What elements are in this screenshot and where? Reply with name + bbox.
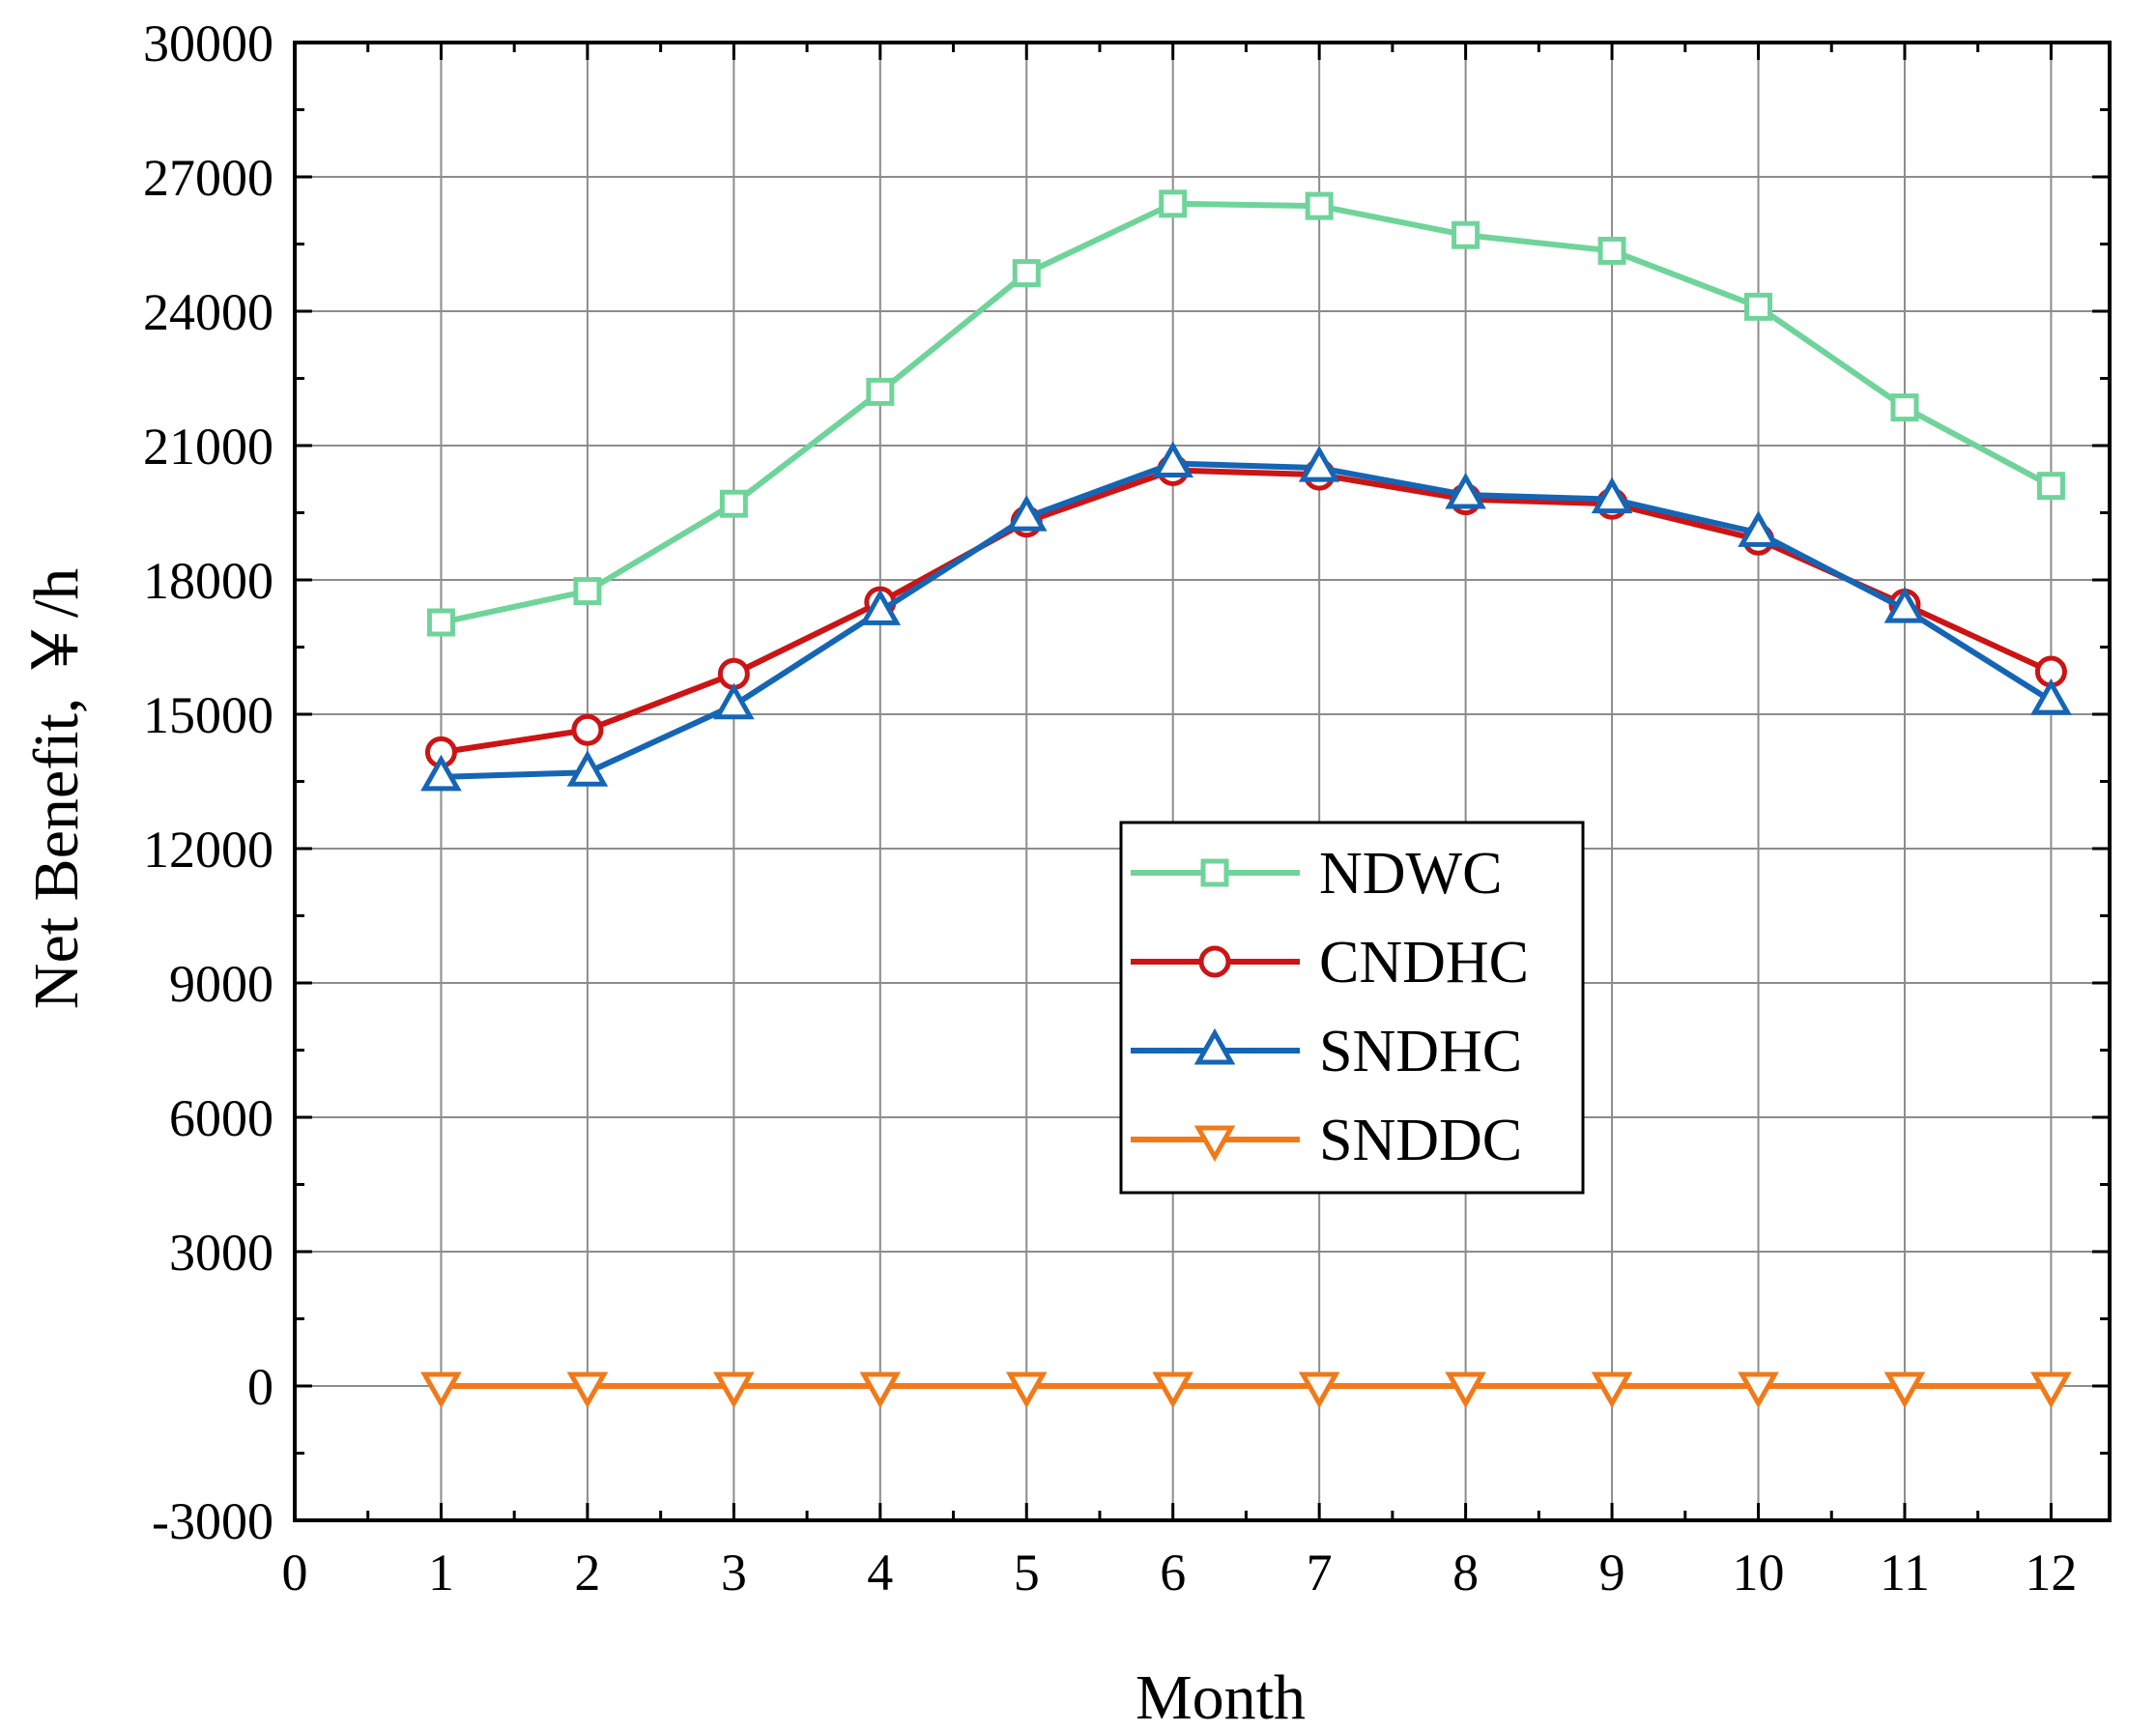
- data-point-ndwc: [719, 489, 748, 518]
- data-point-cndhc: [571, 713, 604, 746]
- y-tick-label: 21000: [143, 418, 273, 476]
- y-tick-label: 27000: [143, 149, 273, 207]
- data-point-snddc: [713, 1371, 755, 1409]
- legend-marker: [1193, 1125, 1236, 1163]
- x-tick-label: 6: [1160, 1544, 1186, 1602]
- legend-label: CNDHC: [1319, 930, 1529, 996]
- series-line-sndhc: [441, 460, 2054, 780]
- data-point-sndhc: [2030, 678, 2072, 715]
- data-point-sndhc: [420, 754, 462, 792]
- data-point-ndwc: [1744, 292, 1773, 321]
- data-point-ndwc: [426, 608, 455, 637]
- data-point-ndwc: [1890, 393, 1919, 422]
- series-line-ndwc: [440, 200, 2053, 625]
- data-point-sndhc: [1298, 446, 1340, 482]
- x-tick-label: 10: [1733, 1544, 1785, 1602]
- y-axis-title: Net Benefit, ￥/h: [21, 568, 92, 1009]
- data-point-ndwc: [1159, 189, 1188, 218]
- x-tick-label: 0: [282, 1544, 308, 1602]
- x-axis-title: Month: [1135, 1662, 1306, 1732]
- x-tick-label: 12: [2025, 1544, 2077, 1602]
- data-point-sndhc: [566, 750, 609, 787]
- axis-ticks: [293, 41, 2110, 1522]
- data-point-ndwc: [1012, 259, 1041, 288]
- y-tick-label: 24000: [143, 283, 273, 341]
- data-point-sndhc: [1591, 476, 1633, 514]
- y-tick-label: 0: [247, 1358, 273, 1416]
- data-point-sndhc: [1152, 441, 1193, 478]
- data-point-snddc: [420, 1371, 462, 1409]
- data-point-sndhc: [1445, 472, 1486, 509]
- legend-label: SNDHC: [1319, 1019, 1522, 1084]
- data-point-snddc: [1445, 1371, 1486, 1409]
- data-point-snddc: [2030, 1371, 2072, 1409]
- data-point-snddc: [1883, 1371, 1926, 1409]
- x-tick-label: 7: [1307, 1544, 1333, 1602]
- data-point-sndhc: [713, 682, 755, 720]
- data-point-snddc: [1152, 1371, 1193, 1409]
- legend-item-cndhc: CNDHC: [1131, 930, 1529, 996]
- data-point-sndhc: [1005, 495, 1048, 532]
- y-tick-label: 30000: [143, 14, 273, 72]
- data-point-snddc: [1005, 1371, 1048, 1409]
- series-layer: [420, 189, 2072, 1409]
- x-tick-label: 8: [1452, 1544, 1479, 1602]
- legend: NDWC CNDHC SNDHC SNDDC: [1119, 821, 1585, 1195]
- y-tick-label: 15000: [143, 686, 273, 744]
- data-point-ndwc: [866, 377, 895, 406]
- x-tick-label: 5: [1014, 1544, 1040, 1602]
- legend-marker: [1200, 858, 1229, 887]
- data-point-ndwc: [2036, 472, 2065, 501]
- series-sndhc: [420, 441, 2072, 792]
- series-snddc: [420, 1371, 2072, 1409]
- x-tick-label: 9: [1599, 1544, 1625, 1602]
- y-tick-label: -3000: [152, 1492, 273, 1550]
- series-ndwc: [426, 189, 2065, 637]
- data-point-snddc: [1298, 1371, 1340, 1409]
- x-tick-label: 4: [867, 1544, 893, 1602]
- data-point-snddc: [859, 1371, 902, 1409]
- data-point-snddc: [566, 1371, 609, 1409]
- y-tick-label: 12000: [143, 821, 273, 879]
- x-tick-label: 1: [428, 1544, 454, 1602]
- data-point-sndhc: [1738, 510, 1779, 547]
- data-point-snddc: [1738, 1371, 1779, 1409]
- legend-item-ndwc: NDWC: [1131, 841, 1502, 907]
- data-point-sndhc: [859, 589, 902, 625]
- x-tick-label: 2: [574, 1544, 600, 1602]
- legend-marker: [1198, 945, 1231, 978]
- x-tick-label: 3: [721, 1544, 747, 1602]
- data-point-ndwc: [1452, 220, 1480, 249]
- y-tick-label: 6000: [169, 1089, 273, 1147]
- series-line-cndhc: [440, 467, 2053, 756]
- y-tick-label: 3000: [169, 1224, 273, 1282]
- legend-item-sndhc: SNDHC: [1131, 1019, 1522, 1084]
- x-tick-labels: 0 1 2 3 4 5 6 7 8 9 10 11 12: [282, 1544, 2078, 1602]
- y-tick-labels: -3000 0 3000 6000 9000 12000 15000 18000 21000 24…: [143, 14, 273, 1550]
- legend-label: SNDDC: [1319, 1108, 1522, 1173]
- data-point-ndwc: [1305, 191, 1334, 220]
- data-point-sndhc: [1883, 587, 1926, 623]
- legend-marker: [1193, 1027, 1236, 1065]
- legend-label: NDWC: [1319, 841, 1502, 907]
- data-point-ndwc: [573, 577, 602, 606]
- y-tick-label: 18000: [143, 552, 273, 610]
- legend-item-snddc: SNDDC: [1131, 1108, 1522, 1173]
- y-tick-label: 9000: [169, 955, 273, 1013]
- x-tick-label: 11: [1880, 1544, 1930, 1602]
- data-point-snddc: [1591, 1371, 1633, 1409]
- data-point-ndwc: [1597, 236, 1626, 265]
